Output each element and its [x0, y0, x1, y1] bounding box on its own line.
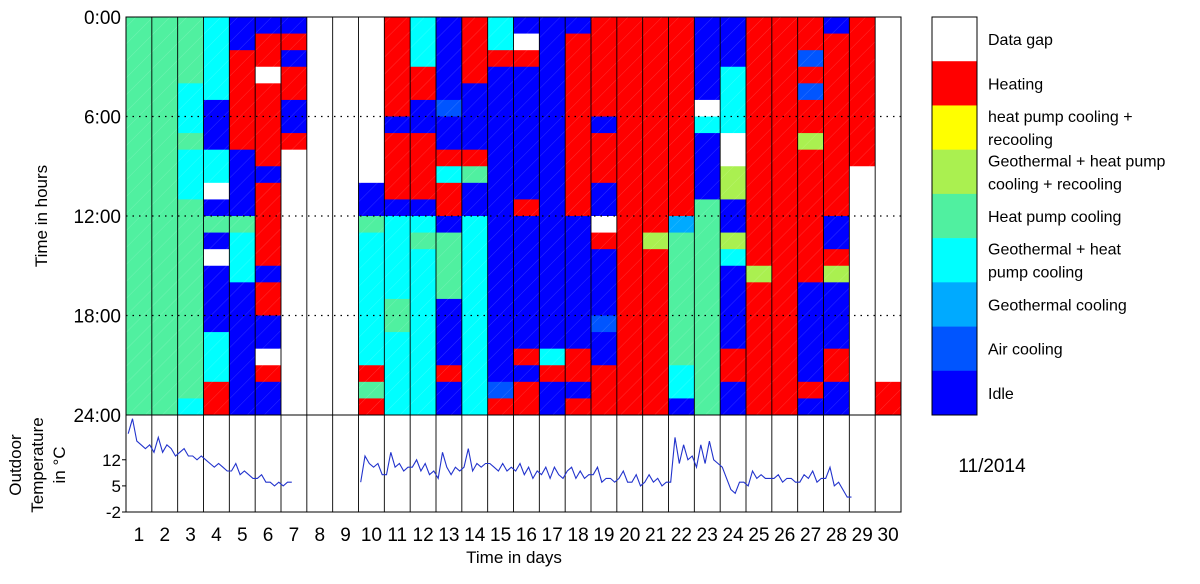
temperature-panel: [125, 414, 902, 513]
hour-tick-label: 6:00: [84, 108, 121, 129]
day-tick-label: 4: [211, 525, 222, 546]
legend-label-geothermal-cooling: Geothermal cooling: [988, 297, 1127, 314]
day-tick-label: 9: [340, 525, 351, 546]
day-tick-label: 26: [774, 525, 795, 546]
day-dividers: [151, 17, 876, 512]
legend-swatch-data-gap: [932, 17, 977, 62]
day-tick-label: 14: [464, 525, 486, 546]
legend-label-heat-pump-cooling-recooling: recooling: [988, 132, 1053, 149]
day-tick-label: 5: [237, 525, 248, 546]
legend-swatch-geothermal-cooling: [932, 282, 977, 327]
legend-swatch-geothermal-heat-pump-cooling: [932, 238, 977, 283]
legend-label-data-gap: Data gap: [988, 32, 1053, 49]
day-tick-label: 11: [387, 525, 407, 546]
legend-label-geothermal-heat-pump-cooling: Geothermal + heat: [988, 242, 1122, 259]
y-axis-label-temp-1: Outdoor: [6, 434, 25, 496]
legend-swatch-air-cooling: [932, 326, 977, 372]
day-tick-label: 30: [878, 525, 899, 546]
day-tick-label: 17: [542, 525, 563, 546]
legend-label-air-cooling: Air cooling: [988, 342, 1063, 359]
legend-label-geothermal-heat-pump-cooling-recooling: Geothermal + heat pump: [988, 153, 1166, 170]
month-label: 11/2014: [958, 456, 1026, 477]
legend: Data gap Heating heat pump cooling + recool…: [931, 16, 1166, 416]
day-tick-label: 1: [134, 525, 145, 546]
legend-label-geothermal-heat-pump-cooling: pump cooling: [988, 265, 1083, 282]
day-tick-label: 10: [361, 525, 382, 546]
day-tick-label: 12: [413, 525, 434, 546]
day-ticks: 1 2 3 4 5 6 7 8 9 10 11 12 13 14 15 16 17 18 19 20 21 22 23 24 2…: [134, 525, 899, 546]
day-tick-label: 29: [852, 525, 873, 546]
x-axis-label: Time in days: [466, 548, 562, 567]
y-axis-label-hours: Time in hours: [32, 165, 51, 267]
day-tick-label: 3: [185, 525, 196, 546]
hour-tick-label: 24:00: [73, 406, 121, 427]
day-tick-label: 18: [568, 525, 589, 546]
legend-swatch-heat-pump-cooling: [932, 193, 977, 239]
temperature-tick-label: 12: [102, 451, 121, 470]
day-tick-label: 28: [826, 525, 847, 546]
temperature-series-segment: [127, 418, 292, 487]
day-tick-label: 8: [314, 525, 325, 546]
temperature-tick-label: -2: [106, 503, 121, 522]
temperature-frame: [125, 414, 902, 513]
hour-tick-label: 12:00: [73, 207, 121, 228]
day-tick-label: 23: [697, 525, 718, 546]
day-tick-label: 15: [490, 525, 511, 546]
hour-ticks: 0:00 6:00 12:00 18:00 24:00: [73, 8, 121, 427]
day-tick-label: 7: [289, 525, 300, 546]
legend-swatch-geothermal-heat-pump-cooling-recooling: [932, 149, 977, 195]
legend-label-idle: Idle: [988, 386, 1014, 403]
legend-label-geothermal-heat-pump-cooling-recooling: cooling + recooling: [988, 176, 1122, 193]
legend-swatch-idle: [932, 370, 977, 416]
day-tick-label: 25: [748, 525, 769, 546]
y-axis-label-temp-3: in °C: [50, 446, 69, 483]
day-tick-label: 21: [645, 525, 666, 546]
day-tick-label: 13: [438, 525, 459, 546]
day-tick-label: 2: [159, 525, 170, 546]
y-axis-label-temp-2: Temperature: [28, 417, 47, 512]
day-tick-label: 16: [516, 525, 537, 546]
temperature-tick-label: 5: [112, 477, 121, 496]
legend-swatch-heat-pump-cooling-recooling: [932, 105, 977, 150]
day-tick-label: 24: [723, 525, 745, 546]
legend-label-heating: Heating: [988, 76, 1043, 93]
day-tick-label: 6: [263, 525, 274, 546]
legend-swatch-frame: [931, 16, 978, 416]
temperature-ticks: 12 5 -2: [102, 451, 126, 522]
day-tick-label: 19: [593, 525, 614, 546]
legend-swatch-heating: [932, 61, 977, 106]
day-tick-label: 27: [800, 525, 821, 546]
legend-label-heat-pump-cooling: Heat pump cooling: [988, 209, 1121, 226]
day-tick-label: 20: [619, 525, 640, 546]
hour-tick-label: 0:00: [84, 8, 121, 29]
hour-tick-label: 18:00: [73, 307, 121, 328]
legend-label-heat-pump-cooling-recooling: heat pump cooling +: [988, 109, 1133, 126]
temperature-series-segment: [360, 437, 852, 498]
day-tick-label: 22: [671, 525, 692, 546]
